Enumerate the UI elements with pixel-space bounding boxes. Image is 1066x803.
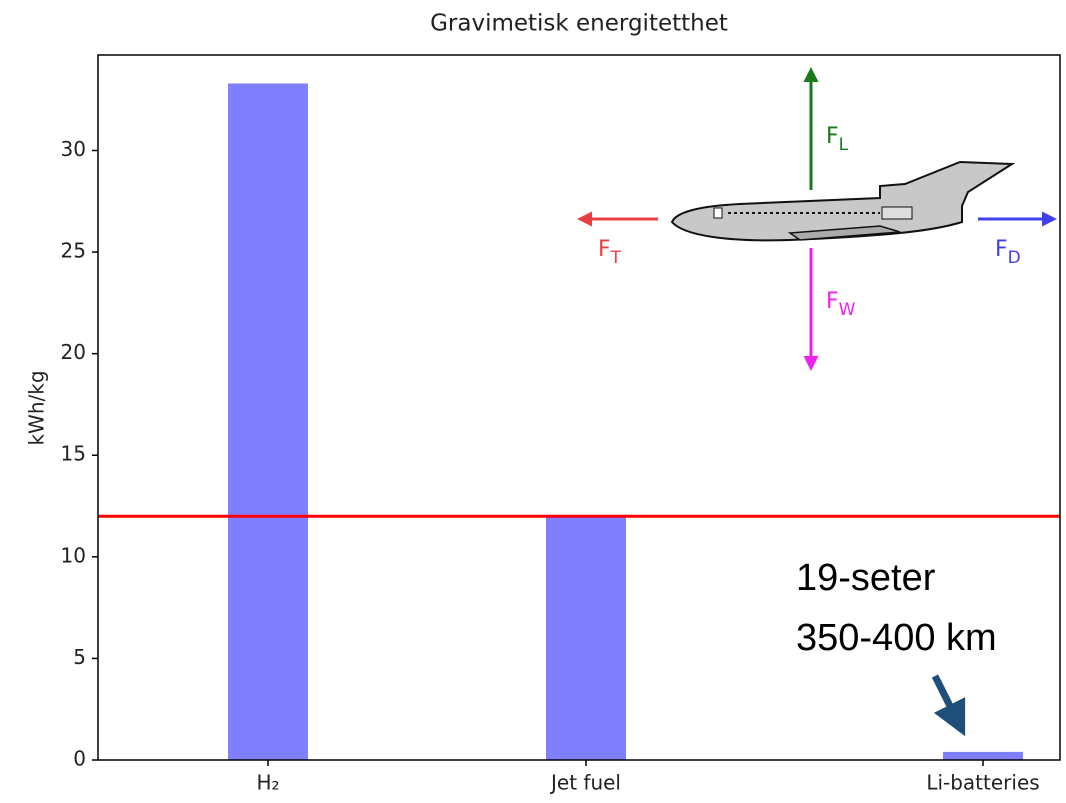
chart: Gravimetisk energitetthet kWh/kg 0 5 10 15 2… [0,0,1066,803]
force-label: FT [598,237,622,268]
y-tick-label: 15 [61,442,86,466]
x-tick-label: H₂ [256,771,279,795]
bar [943,752,1023,760]
y-tick-label: 10 [61,543,86,567]
annotation: 19-seter [796,557,936,599]
y-tick-label: 30 [61,137,86,161]
bar [228,83,308,760]
y-tick-label: 5 [73,645,86,669]
force-symbol: F [826,124,839,149]
x-tick-label: Jet fuel [549,771,621,795]
force-symbol: F [826,289,839,314]
annotation: 350-400 km [796,617,997,659]
x-tick-label: Li-batteries [926,771,1039,795]
y-tick-label: 0 [73,747,86,771]
annotation-arrow [935,676,962,730]
force-subscript: W [839,300,856,320]
force-subscript: D [1008,248,1021,268]
force-subscript: L [839,135,849,155]
force-label: FW [826,289,856,320]
chart-title: Gravimetisk energitetthet [430,11,728,37]
y-axis-label: kWh/kg [25,370,49,445]
bar [546,516,626,760]
force-symbol: F [598,237,611,262]
force-symbol: F [995,237,1008,262]
y-tick-label: 20 [61,340,86,364]
airplane [672,162,1012,240]
force-subscript: T [610,248,622,268]
force-label: FD [995,237,1021,268]
force-label: FL [826,124,849,155]
y-tick-label: 25 [61,239,86,263]
